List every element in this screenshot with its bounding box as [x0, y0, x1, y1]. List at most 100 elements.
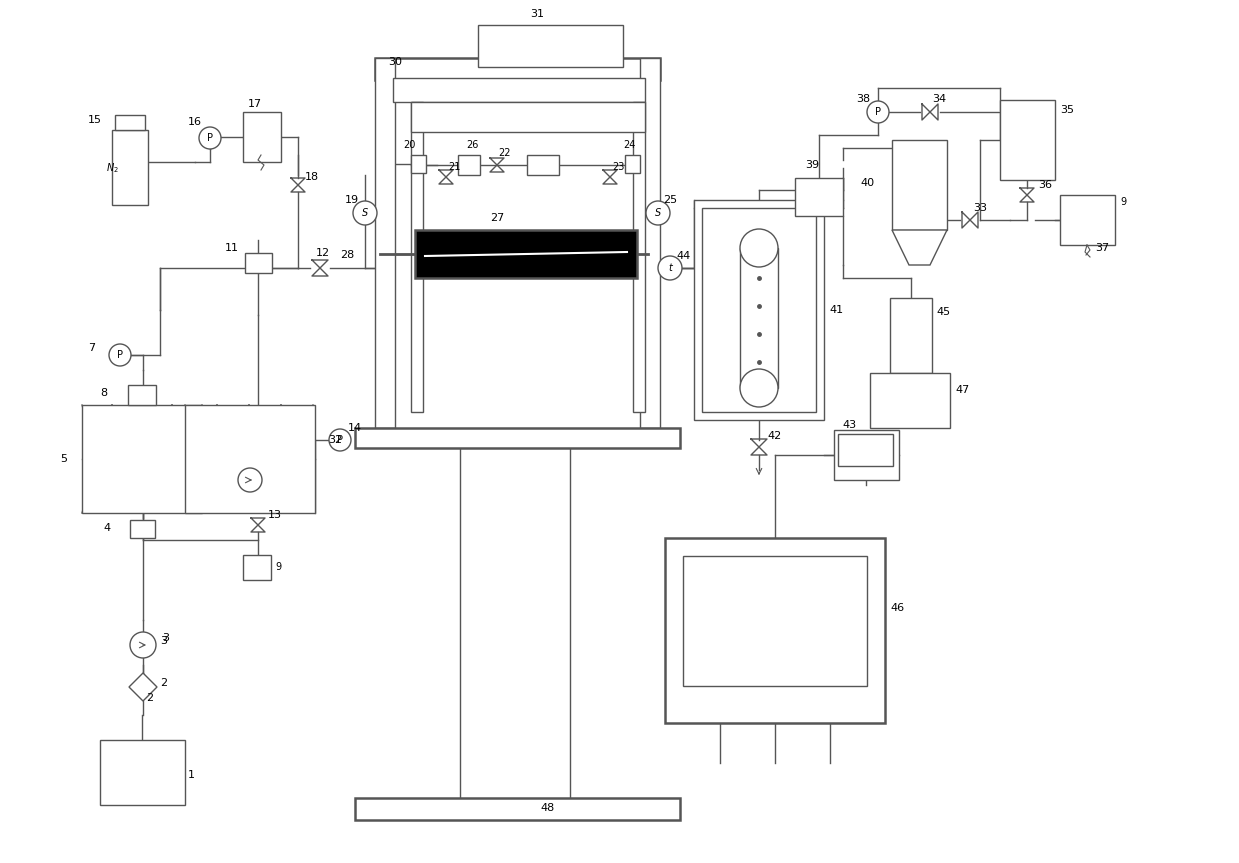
- Text: 13: 13: [268, 510, 282, 520]
- Circle shape: [238, 468, 261, 492]
- Text: 20: 20: [403, 140, 415, 150]
- Circle shape: [740, 369, 778, 407]
- Bar: [527, 155, 559, 175]
- Text: 33: 33: [973, 203, 987, 213]
- Text: 35: 35: [1061, 105, 1074, 115]
- Text: 39: 39: [805, 160, 819, 170]
- Bar: [1000, 100, 1054, 180]
- Text: 23: 23: [612, 162, 624, 172]
- Bar: [694, 200, 824, 420]
- Text: 15: 15: [88, 115, 102, 125]
- Bar: [478, 25, 623, 67]
- Text: 30: 30: [388, 57, 401, 67]
- Text: 24: 24: [623, 140, 636, 150]
- Text: 34: 34: [932, 94, 947, 104]
- Bar: [115, 115, 145, 130]
- Bar: [411, 155, 426, 173]
- Text: 45: 45: [935, 307, 950, 317]
- Text: 21: 21: [449, 162, 461, 172]
- Text: 2: 2: [146, 693, 154, 703]
- Text: 22: 22: [498, 148, 510, 158]
- Bar: [375, 58, 660, 80]
- Text: 18: 18: [305, 172, 320, 182]
- Bar: [1061, 195, 1115, 245]
- Bar: [665, 538, 885, 723]
- Text: 3: 3: [162, 633, 169, 643]
- Polygon shape: [129, 673, 157, 701]
- Bar: [82, 405, 202, 513]
- Text: 14: 14: [348, 423, 362, 433]
- Bar: [703, 208, 817, 412]
- Bar: [890, 298, 932, 373]
- Bar: [633, 102, 646, 412]
- Text: 38: 38: [856, 94, 870, 104]
- Text: 47: 47: [955, 385, 969, 395]
- Polygon shape: [892, 230, 947, 265]
- Bar: [458, 155, 479, 175]
- Text: 44: 44: [676, 251, 690, 261]
- Bar: [112, 130, 147, 205]
- Text: 25: 25: [663, 195, 678, 205]
- Bar: [185, 405, 315, 513]
- Text: 36: 36: [1038, 180, 1052, 190]
- Text: 7: 7: [88, 343, 95, 353]
- Text: 26: 26: [466, 140, 478, 150]
- Text: 31: 31: [530, 9, 544, 19]
- Text: 9: 9: [275, 562, 281, 572]
- Text: P: P: [875, 107, 881, 117]
- Bar: [245, 253, 273, 273]
- Text: S: S: [362, 208, 368, 218]
- Circle shape: [740, 229, 778, 267]
- Bar: [100, 740, 185, 805]
- Text: P: P: [116, 350, 123, 360]
- Text: 37: 37: [1095, 243, 1109, 253]
- Bar: [838, 434, 893, 466]
- Bar: [243, 112, 281, 162]
- Text: 48: 48: [540, 803, 554, 813]
- Text: 5: 5: [59, 454, 67, 464]
- Bar: [128, 385, 156, 405]
- Bar: [243, 555, 271, 580]
- Text: 32: 32: [328, 435, 342, 445]
- Text: $N_2$: $N_2$: [105, 161, 119, 175]
- Text: 11: 11: [225, 243, 239, 253]
- Text: 9: 9: [1120, 197, 1126, 207]
- Text: 17: 17: [248, 99, 263, 109]
- Text: 1: 1: [188, 770, 195, 780]
- Bar: [892, 140, 947, 230]
- Text: P: P: [337, 435, 343, 445]
- Text: 4: 4: [103, 523, 110, 533]
- Text: 42: 42: [767, 431, 782, 441]
- Text: 46: 46: [890, 603, 904, 613]
- Bar: [795, 178, 843, 216]
- Circle shape: [130, 632, 156, 658]
- Text: 8: 8: [100, 388, 107, 398]
- Bar: [375, 58, 395, 428]
- Bar: [130, 520, 155, 538]
- Text: 27: 27: [489, 213, 504, 223]
- Circle shape: [658, 256, 681, 280]
- Bar: [415, 230, 637, 278]
- Bar: [624, 155, 641, 173]
- Circle shape: [109, 344, 131, 366]
- Bar: [411, 102, 422, 412]
- Bar: [393, 78, 646, 102]
- Circle shape: [199, 127, 221, 149]
- Bar: [834, 430, 900, 480]
- Circle shape: [867, 101, 890, 123]
- Text: t: t: [668, 263, 672, 273]
- Bar: [740, 248, 778, 388]
- Text: 2: 2: [160, 678, 167, 688]
- Text: 43: 43: [843, 420, 856, 430]
- Bar: [411, 102, 646, 132]
- Bar: [683, 556, 867, 686]
- Circle shape: [646, 201, 670, 225]
- Text: 41: 41: [829, 305, 843, 315]
- Bar: [356, 798, 680, 820]
- Text: 28: 28: [339, 250, 354, 260]
- Text: 16: 16: [188, 117, 202, 127]
- Bar: [356, 428, 680, 448]
- Text: S: S: [655, 208, 662, 218]
- Circle shape: [330, 429, 351, 451]
- Text: P: P: [207, 133, 213, 143]
